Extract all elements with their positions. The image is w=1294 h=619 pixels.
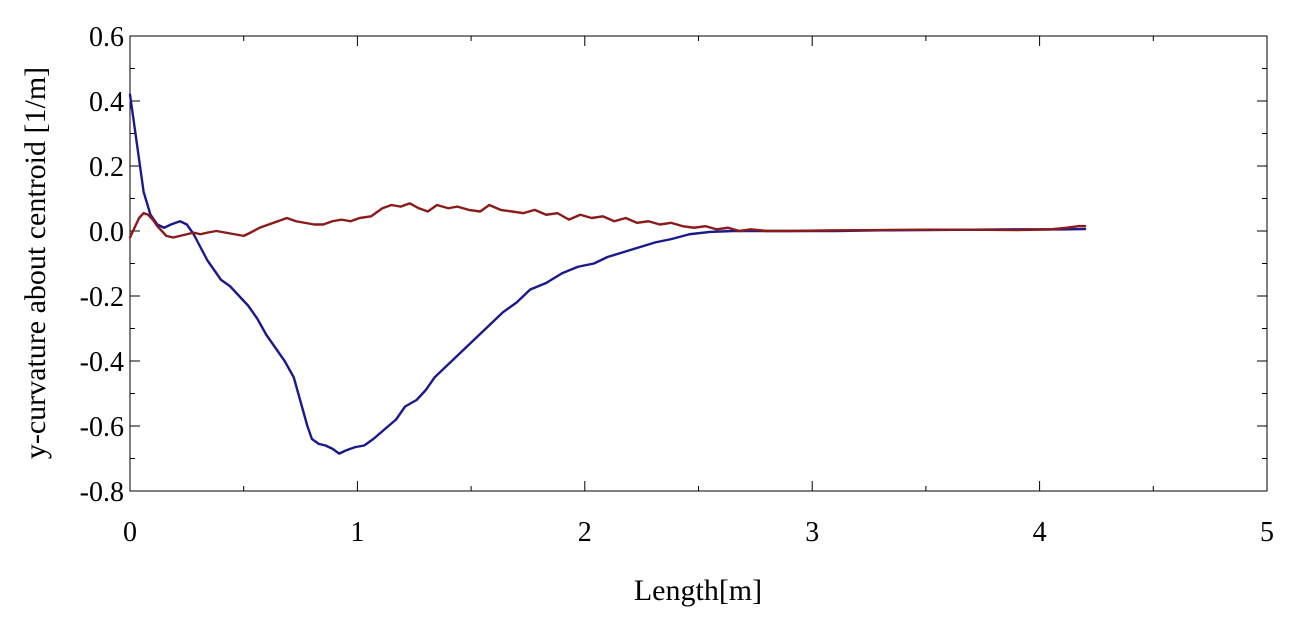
x-tick-labels: 0 1 2 3 4 5 [123,517,1274,548]
x-ticks [129,36,1268,491]
y-tick-label: -0.2 [80,282,124,313]
series-line-blue [128,93,1087,455]
x-tick-label: 4 [1033,517,1047,548]
y-tick-label: -0.4 [80,347,124,378]
x-tick-label: 5 [1260,517,1274,548]
x-tick-label: 2 [578,517,592,548]
x-tick-label: 1 [350,517,364,548]
x-tick-label: 3 [805,517,819,548]
series-line-red [128,202,1087,239]
y-ticks [130,35,1267,492]
y-tick-label: 0.4 [89,87,124,118]
y-tick-label: 0.0 [89,217,124,248]
y-tick-labels: 0.6 0.4 0.2 0.0 -0.2 -0.4 -0.6 -0.8 [80,22,124,508]
y-tick-label: -0.8 [80,477,124,508]
series-layer [128,93,1087,455]
y-tick-label: -0.6 [80,412,124,443]
plot-frame [129,35,1268,492]
y-tick-label: 0.2 [89,152,124,183]
x-tick-label: 0 [123,517,137,548]
y-axis-title: y-curvature about centroid [1/m] [19,67,52,459]
plot-area [128,35,1268,492]
x-axis-title: Length[m] [634,574,762,607]
y-tick-label: 0.6 [89,22,124,53]
